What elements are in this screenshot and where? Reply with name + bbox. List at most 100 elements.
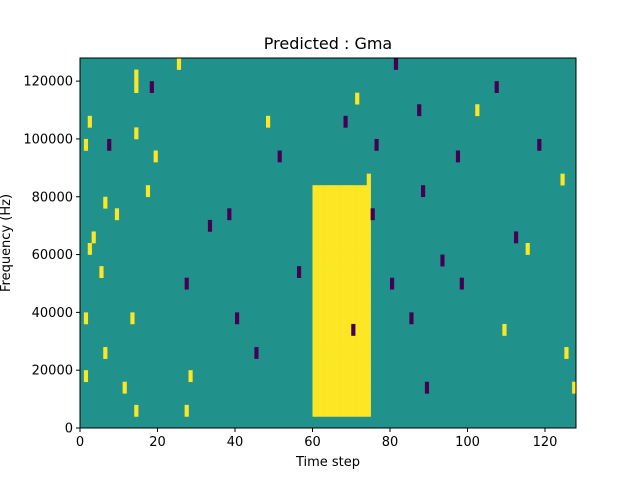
y-tick-label: 0 [65,422,73,437]
high-intensity-cell [362,266,368,278]
high-intensity-cell [351,196,356,209]
high-intensity-cell [351,312,356,325]
high-intensity-cell [145,185,151,198]
high-intensity-cell [366,312,371,325]
high-intensity-cell [347,312,352,325]
high-intensity-cell [366,266,371,278]
high-intensity-cell [328,289,333,302]
high-intensity-cell [339,370,344,383]
high-intensity-cell [343,393,348,406]
high-intensity-cell [366,370,371,383]
high-intensity-cell [347,358,352,371]
high-intensity-cell [362,404,368,417]
high-intensity-cell [335,404,340,417]
high-intensity-cell [316,254,321,267]
high-intensity-cell [328,393,333,406]
high-intensity-cell [347,196,352,209]
high-intensity-cell [312,266,317,278]
high-intensity-cell [130,312,135,325]
y-axis-label: Frequency (Hz) [0,194,14,292]
high-intensity-cell [328,243,333,255]
high-intensity-cell [366,381,371,394]
high-intensity-cell [355,370,360,383]
high-intensity-cell [347,254,352,267]
high-intensity-cell [351,300,356,313]
high-intensity-cell [359,404,364,417]
high-intensity-cell [312,300,317,313]
high-intensity-cell [366,196,371,209]
high-intensity-cell [312,254,317,267]
high-intensity-cell [366,404,371,417]
high-intensity-cell [355,266,360,278]
high-intensity-cell [339,185,344,198]
high-intensity-cell [362,219,368,232]
y-tick-label: 100000 [23,132,73,147]
high-intensity-cell [320,254,325,267]
high-intensity-cell [335,381,340,394]
y-tick-label: 120000 [23,75,73,90]
high-intensity-cell [331,358,337,371]
high-intensity-cell [351,289,356,302]
high-intensity-cell [362,254,368,267]
high-intensity-cell [312,312,317,325]
high-intensity-cell [335,347,340,359]
low-intensity-cell [184,277,189,290]
high-intensity-cell [335,300,340,313]
high-intensity-cell [324,347,329,359]
high-intensity-cell [335,254,340,267]
high-intensity-cell [343,254,348,267]
plot-area [79,57,577,429]
high-intensity-cell [320,323,325,336]
x-tick-label: 120 [533,435,558,450]
high-intensity-cell [324,393,329,406]
high-intensity-cell [312,289,317,302]
high-intensity-cell [343,196,348,209]
high-intensity-cell [359,231,364,244]
high-intensity-cell [320,335,325,348]
high-intensity-cell [153,150,158,163]
high-intensity-cell [316,370,321,383]
high-intensity-cell [351,266,356,278]
high-intensity-cell [366,277,371,290]
high-intensity-cell [320,196,325,209]
high-intensity-cell [188,370,193,383]
high-intensity-cell [316,185,321,198]
high-intensity-cell [335,370,340,383]
high-intensity-cell [328,185,333,198]
high-intensity-cell [339,358,344,371]
high-intensity-cell [339,393,344,406]
high-intensity-cell [351,381,356,394]
high-intensity-cell [328,219,333,232]
low-intensity-cell [149,81,154,93]
high-intensity-cell [316,208,321,221]
high-intensity-cell [343,277,348,290]
high-intensity-cell [335,393,340,406]
high-intensity-cell [362,370,368,383]
high-intensity-cell [351,277,356,290]
x-tick-label: 40 [227,435,244,450]
high-intensity-cell [366,347,371,359]
high-intensity-cell [176,58,182,70]
high-intensity-cell [328,208,333,221]
heatmap-cells [83,58,577,417]
x-tick-label: 80 [382,435,399,450]
high-intensity-cell [343,381,348,394]
high-intensity-cell [347,381,352,394]
high-intensity-cell [339,335,344,348]
high-intensity-cell [324,266,329,278]
high-intensity-cell [366,254,371,267]
high-intensity-cell [343,358,348,371]
high-intensity-cell [366,173,371,186]
high-intensity-cell [316,277,321,290]
high-intensity-cell [359,393,364,406]
high-intensity-cell [355,358,360,371]
high-intensity-cell [359,254,364,267]
high-intensity-cell [347,243,352,255]
high-intensity-cell [347,335,352,348]
low-intensity-cell [227,208,232,221]
high-intensity-cell [320,358,325,371]
high-intensity-cell [328,358,333,371]
high-intensity-cell [359,300,364,313]
high-intensity-cell [339,347,344,359]
high-intensity-cell [324,300,329,313]
